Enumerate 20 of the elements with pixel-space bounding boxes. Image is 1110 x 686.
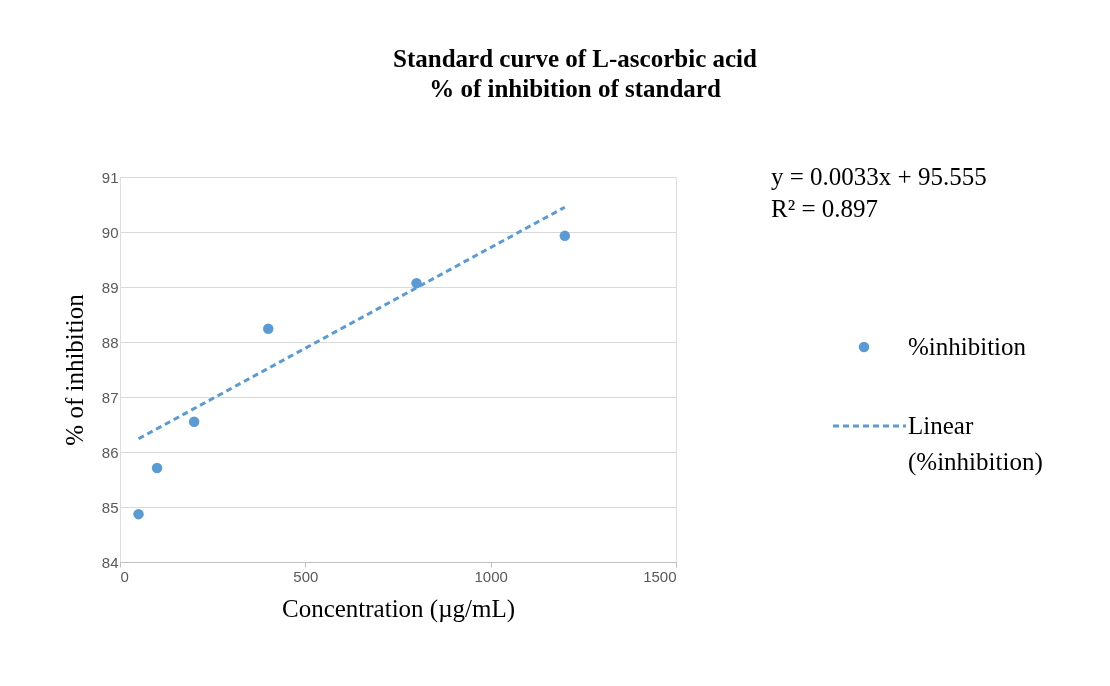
- y-tick-label: 84: [101, 553, 119, 571]
- text: Standard curve of L-ascorbic acid: [393, 45, 757, 72]
- y-tick-label: 90: [101, 223, 119, 241]
- x-tick-label: 500: [293, 567, 319, 585]
- legend-label: Linear (%inhibition): [908, 412, 1043, 476]
- y-tick-label: 91: [101, 168, 119, 186]
- text: % of inhibition of standard: [429, 75, 721, 102]
- y-tick-label: 89: [101, 278, 119, 296]
- y-tick-label: 85: [101, 498, 119, 516]
- y-axis-title: % of inhibition: [60, 293, 88, 446]
- y-tick-label: 87: [101, 388, 119, 406]
- y-tick-label: 88: [101, 333, 119, 351]
- text: R² = 0.897: [771, 195, 879, 222]
- x-tick-label: 1000: [474, 567, 508, 585]
- y-tick-label: 86: [101, 443, 119, 461]
- text: y = 0.0033x + 95.555: [771, 163, 987, 190]
- legend-label: %inhibition: [908, 333, 1027, 360]
- x-tick-label: 0: [120, 567, 129, 585]
- x-axis-title: Concentration (µg/mL): [281, 594, 516, 623]
- x-tick-label: 1500: [643, 567, 677, 585]
